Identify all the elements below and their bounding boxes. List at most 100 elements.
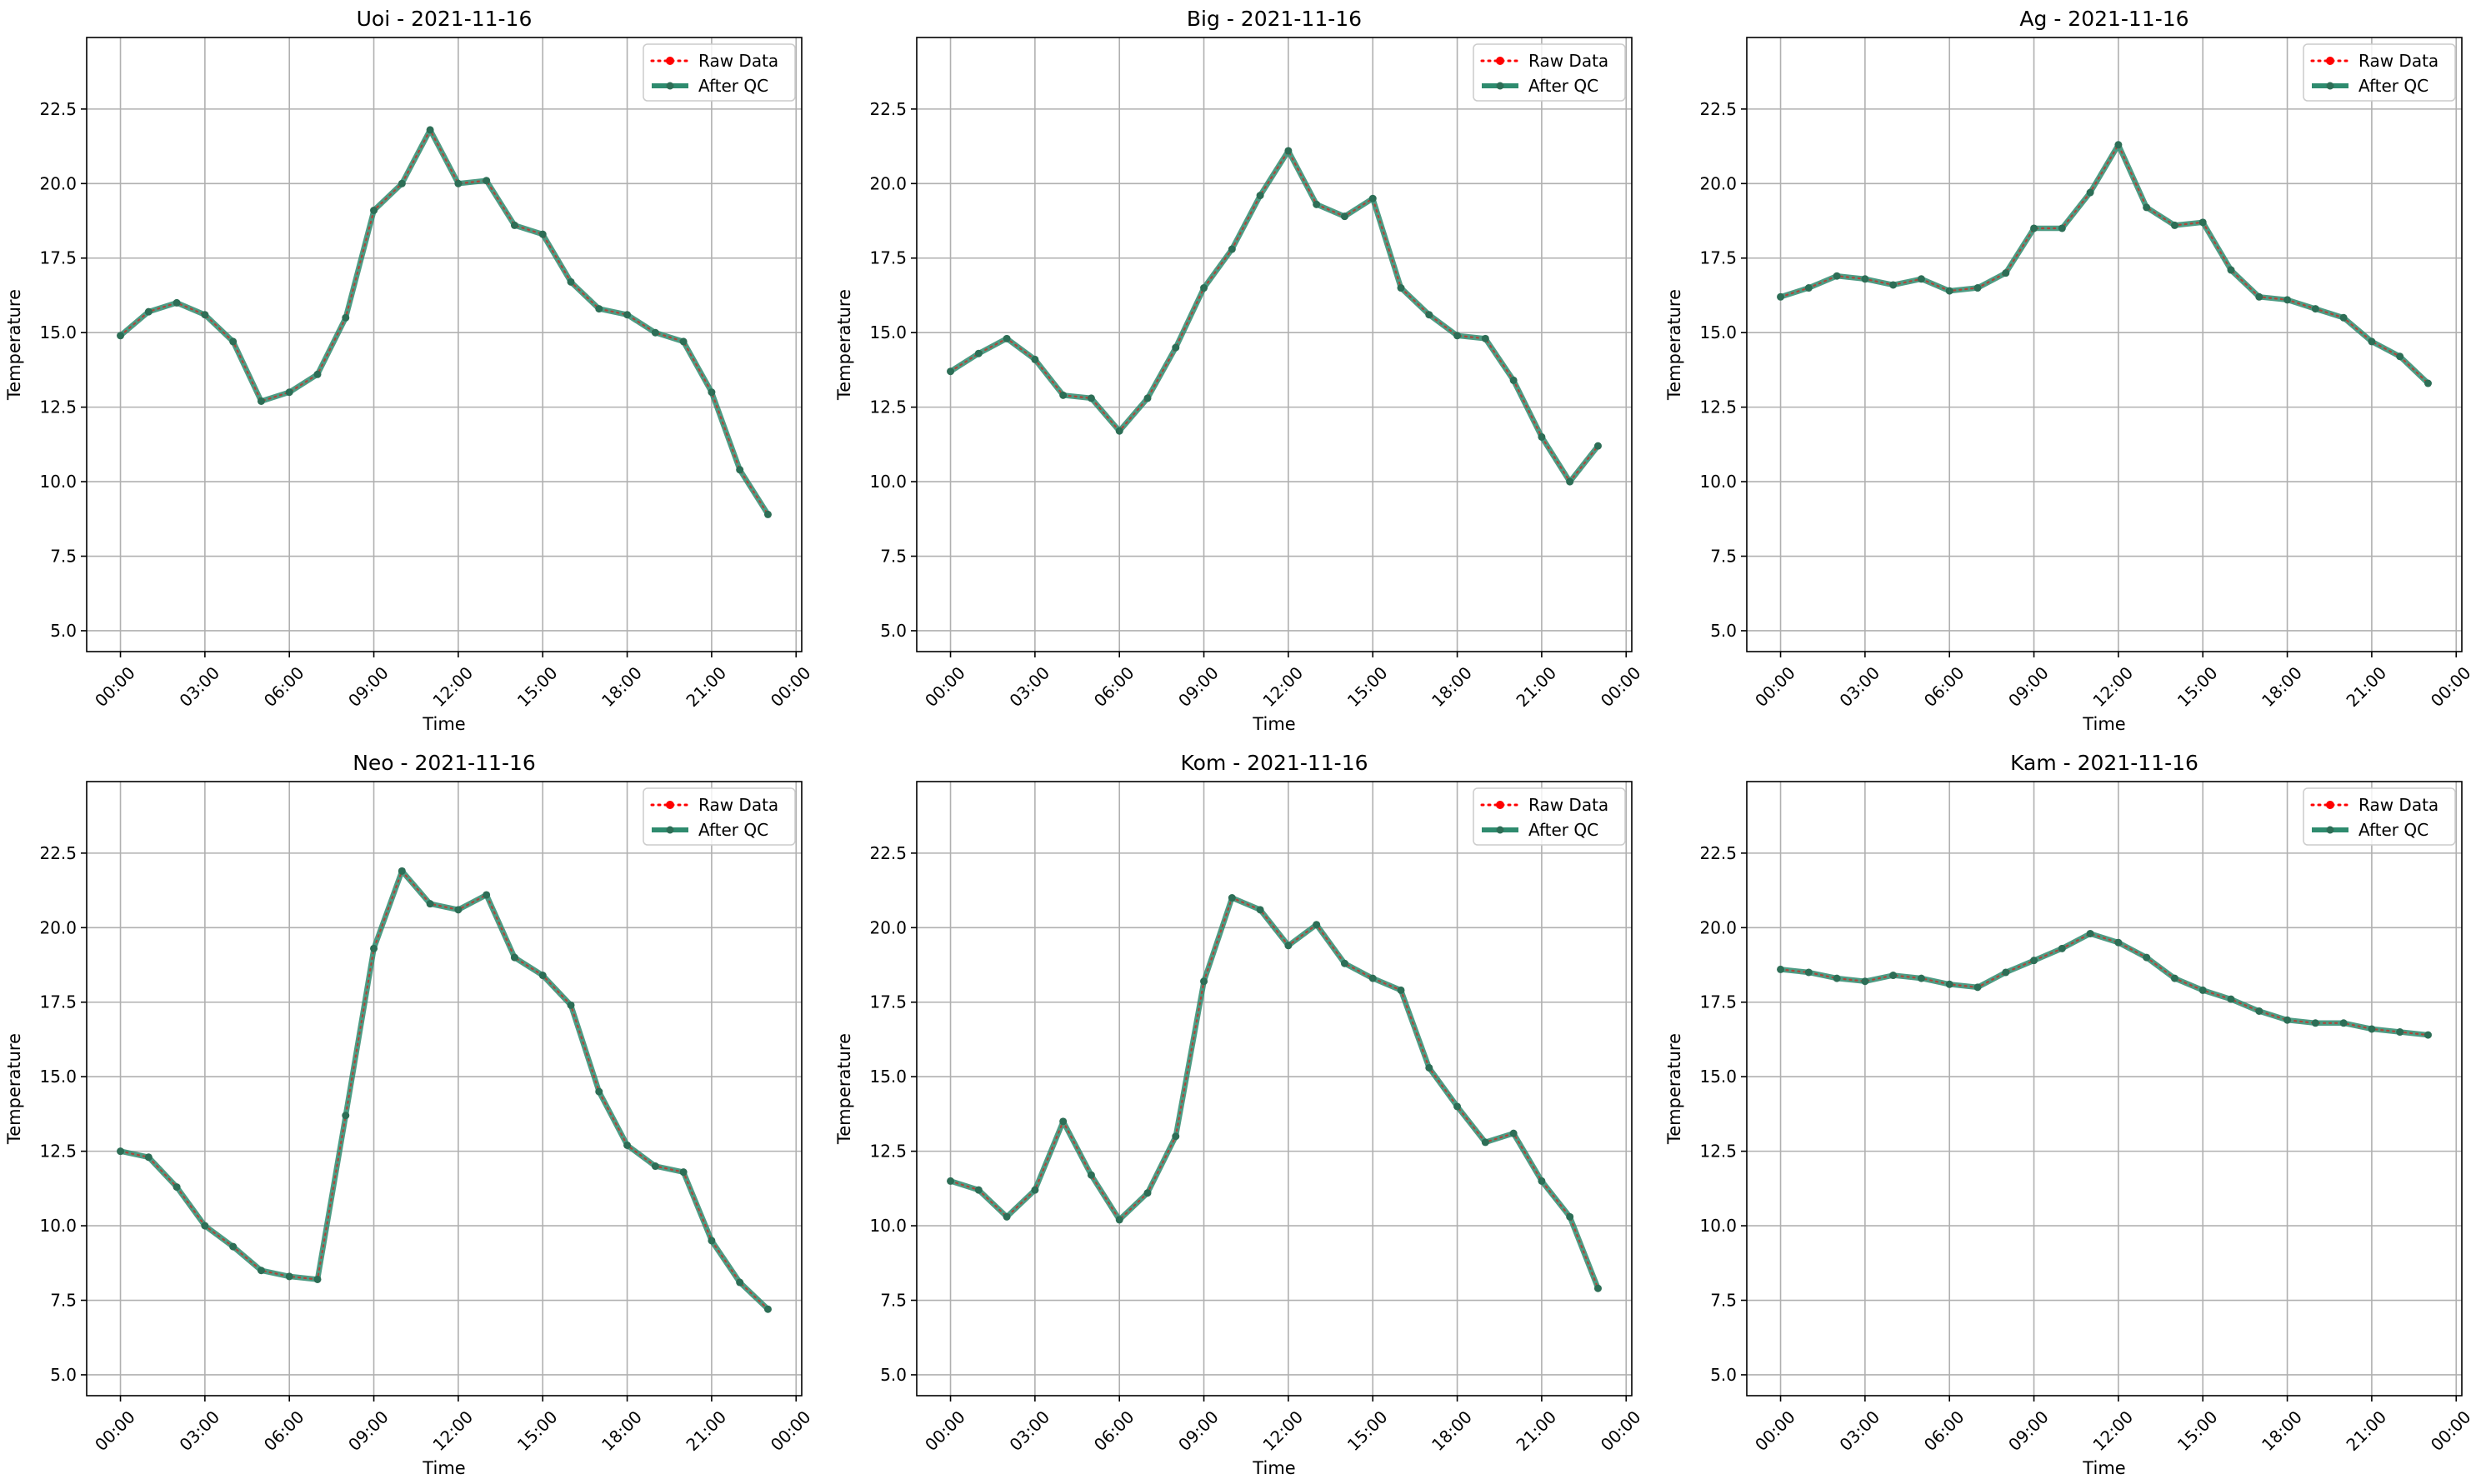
- series-line-raw-data: [119, 869, 769, 1311]
- y-axis-label: Temperature: [1664, 1033, 1684, 1145]
- x-tick-label: 12:00: [1258, 662, 1307, 711]
- x-tick-label: 06:00: [260, 1407, 308, 1455]
- data-point-after-qc: [1368, 194, 1377, 202]
- data-point-after-qc: [2002, 968, 2010, 977]
- data-point-after-qc: [2086, 188, 2094, 197]
- y-tick-label: 17.5: [39, 992, 77, 1012]
- legend-label-raw-data: Raw Data: [698, 795, 778, 815]
- y-tick-label: 20.0: [1699, 173, 1737, 193]
- data-point-after-qc: [2058, 944, 2066, 952]
- x-tick-label: 03:00: [1005, 1407, 1053, 1455]
- data-point-after-qc: [1566, 477, 1574, 486]
- data-point-after-qc: [1172, 343, 1180, 352]
- y-tick-label: 15.0: [869, 1067, 907, 1087]
- x-tick-label: 18:00: [1428, 662, 1476, 711]
- data-point-after-qc: [454, 906, 463, 914]
- y-tick-label: 5.0: [50, 1365, 77, 1385]
- y-tick-label: 10.0: [1699, 1216, 1737, 1236]
- data-point-after-qc: [736, 466, 744, 474]
- data-point-after-qc: [763, 510, 772, 518]
- data-point-after-qc: [2227, 995, 2235, 1003]
- data-point-after-qc: [595, 305, 603, 313]
- data-point-after-qc: [623, 311, 632, 319]
- legend-label-after-qc: After QC: [698, 820, 768, 840]
- legend-marker-raw-data: [666, 57, 674, 65]
- data-point-after-qc: [1481, 1138, 1489, 1147]
- data-point-after-qc: [1917, 275, 1925, 283]
- x-tick-label: 00:00: [1751, 1407, 1799, 1455]
- legend: Raw Data After QC: [2303, 787, 2456, 846]
- x-tick-label: 12:00: [428, 662, 477, 711]
- data-point-after-qc: [947, 367, 955, 376]
- y-tick-label: 15.0: [39, 1067, 77, 1087]
- axes-frame: [916, 37, 1633, 652]
- data-point-after-qc: [538, 230, 547, 238]
- legend: Raw Data After QC: [643, 43, 796, 102]
- data-point-after-qc: [2002, 269, 2010, 277]
- data-point-after-qc: [1003, 334, 1011, 342]
- data-point-after-qc: [1115, 427, 1123, 435]
- data-point-after-qc: [370, 207, 378, 215]
- y-tick-label: 10.0: [39, 1216, 77, 1236]
- data-point-after-qc: [567, 277, 575, 286]
- series-line-raw-data: [949, 148, 1599, 484]
- x-tick-label: 18:00: [2258, 1407, 2306, 1455]
- data-point-after-qc: [1804, 284, 1813, 292]
- x-tick-label: 21:00: [1512, 1407, 1560, 1455]
- data-point-after-qc: [1593, 1284, 1602, 1292]
- y-tick-label: 15.0: [1699, 322, 1737, 342]
- data-point-after-qc: [144, 307, 153, 316]
- x-tick-label: 21:00: [2342, 1407, 2390, 1455]
- x-tick-label: 03:00: [1835, 1407, 1883, 1455]
- y-tick-label: 10.0: [869, 1216, 907, 1236]
- y-axis-label: Temperature: [4, 289, 24, 401]
- data-point-after-qc: [1340, 959, 1348, 967]
- x-tick-label: 15:00: [513, 662, 562, 711]
- y-tick-label: 22.5: [1699, 99, 1737, 119]
- data-point-after-qc: [2030, 224, 2038, 232]
- chart-title: Kom - 2021-11-16: [1181, 751, 1368, 775]
- y-tick-label: 17.5: [1699, 248, 1737, 268]
- x-tick-label: 12:00: [428, 1407, 477, 1455]
- x-axis-label: Time: [1252, 1458, 1295, 1478]
- data-point-after-qc: [2311, 305, 2319, 313]
- data-point-after-qc: [679, 337, 688, 346]
- data-point-after-qc: [342, 1112, 350, 1120]
- y-tick-label: 17.5: [869, 248, 907, 268]
- data-point-after-qc: [763, 1305, 772, 1313]
- legend-marker-raw-data: [1496, 57, 1504, 65]
- legend-marker-after-qc: [666, 826, 674, 834]
- x-tick-label: 06:00: [1090, 662, 1138, 711]
- chart-title: Kam - 2021-11-16: [2010, 751, 2198, 775]
- x-tick-label: 21:00: [682, 662, 730, 711]
- data-point-after-qc: [2368, 337, 2376, 346]
- data-point-after-qc: [1889, 281, 1898, 289]
- data-point-after-qc: [1087, 1171, 1095, 1179]
- x-tick-label: 15:00: [1343, 662, 1392, 711]
- y-tick-label: 20.0: [869, 173, 907, 193]
- y-axis-label: Temperature: [834, 289, 854, 401]
- chart-panel: 5.0 7.5 10.0 12.5 15.0 17.5 20.0 22.5 00:00 03:00…: [4, 7, 815, 734]
- data-point-after-qc: [173, 298, 181, 307]
- series-line-after-qc: [1780, 931, 2428, 1038]
- legend-label-raw-data: Raw Data: [1528, 51, 1608, 71]
- x-axis-label: Time: [1252, 714, 1295, 734]
- legend-label-after-qc: After QC: [2358, 76, 2428, 96]
- y-tick-label: 20.0: [869, 917, 907, 937]
- x-tick-label: 21:00: [682, 1407, 730, 1455]
- x-tick-label: 21:00: [1512, 662, 1560, 711]
- data-point-after-qc: [538, 972, 547, 980]
- series-line-raw-data: [1779, 142, 2429, 385]
- y-tick-label: 5.0: [1710, 621, 1737, 641]
- x-axis-label: Time: [422, 714, 465, 734]
- x-tick-label: 15:00: [2173, 1407, 2222, 1455]
- data-point-after-qc: [370, 944, 378, 952]
- y-tick-label: 7.5: [880, 547, 907, 567]
- x-tick-label: 18:00: [598, 1407, 646, 1455]
- x-tick-label: 12:00: [2088, 1407, 2137, 1455]
- legend-label-after-qc: After QC: [698, 76, 768, 96]
- y-tick-label: 22.5: [39, 843, 77, 863]
- data-point-after-qc: [313, 370, 322, 378]
- data-point-after-qc: [1313, 200, 1321, 208]
- data-point-after-qc: [285, 388, 293, 397]
